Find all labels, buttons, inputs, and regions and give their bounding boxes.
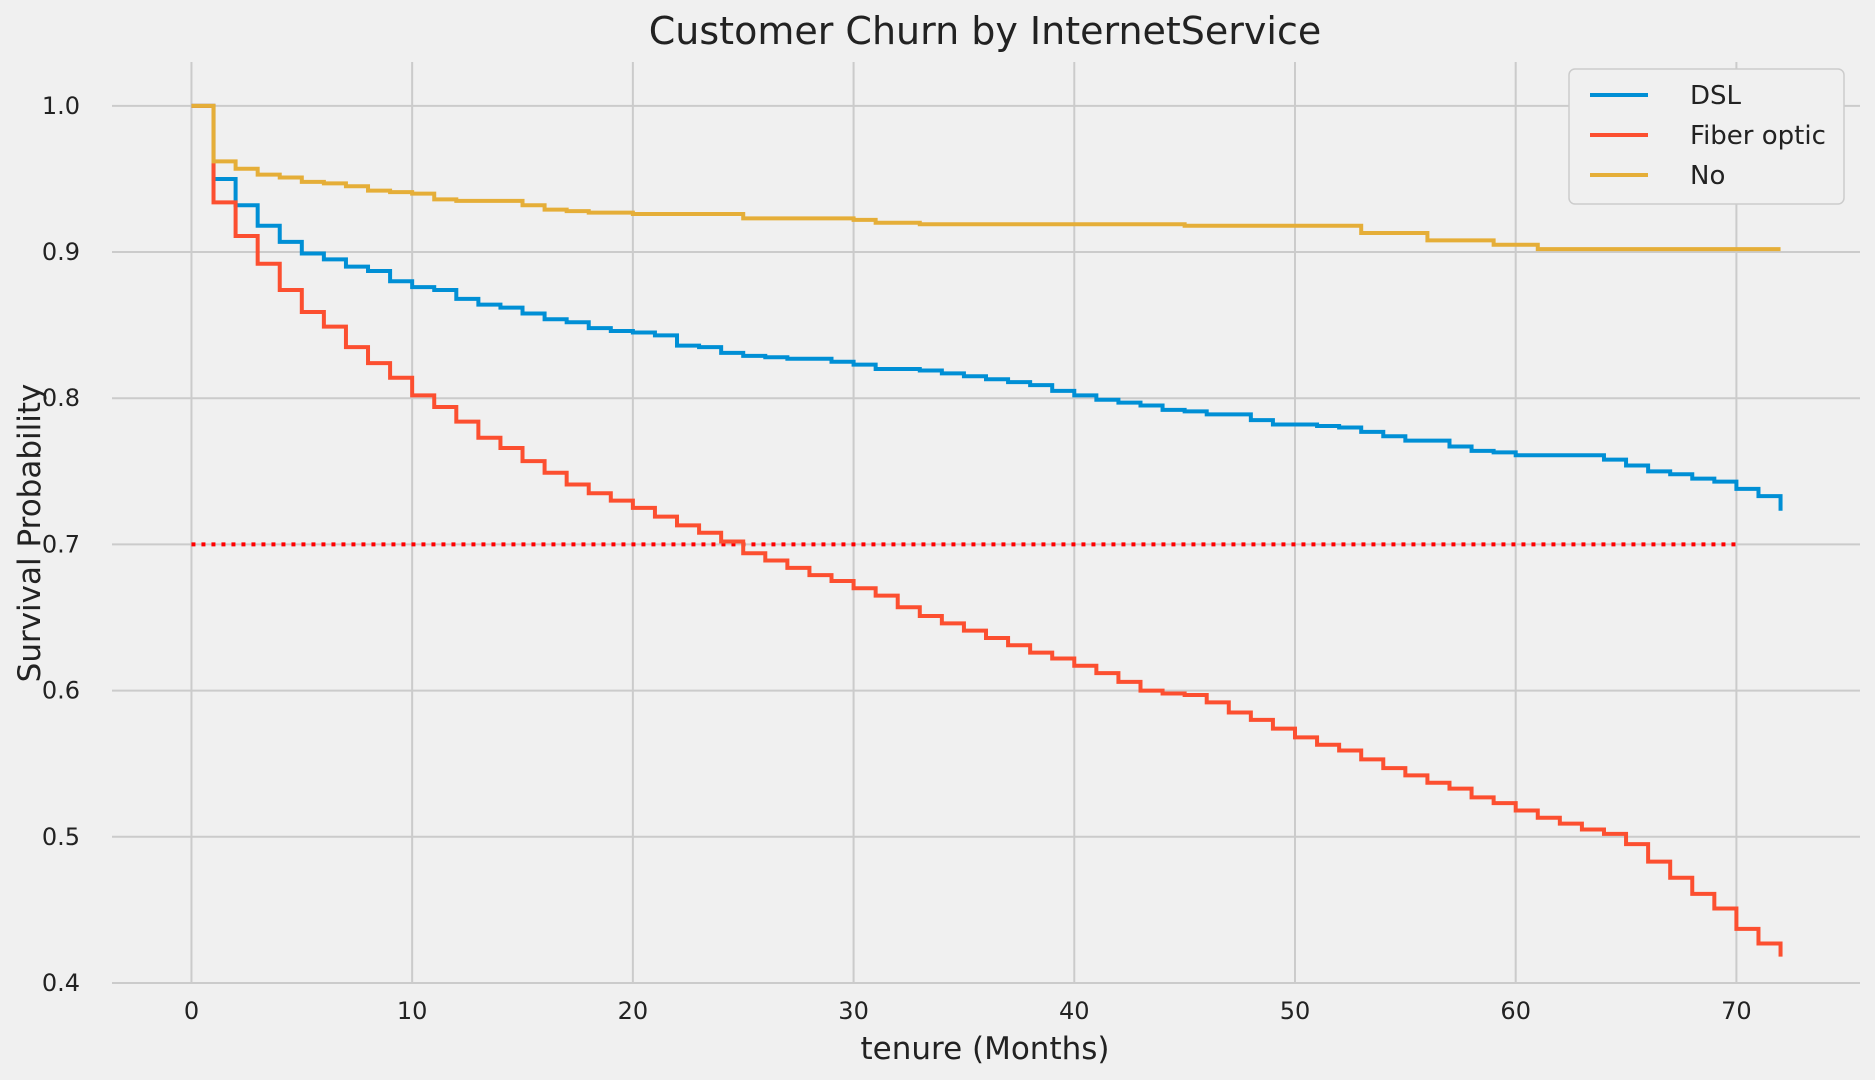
legend-box: [1568, 68, 1845, 205]
series-line-no: [191, 103, 1781, 252]
x-tick-labels: 0 10 20 30 40 50 60 70: [184, 997, 1752, 1025]
y-tick-label: 0.6: [42, 677, 80, 705]
x-tick-label: 10: [397, 997, 428, 1025]
chart-title: Customer Churn by InternetService: [649, 9, 1322, 53]
y-tick-labels: 0.4 0.5 0.6 0.7 0.8 0.9 1.0: [42, 92, 80, 997]
y-tick-label: 0.5: [42, 823, 80, 851]
y-tick-label: 0.4: [42, 969, 80, 997]
x-tick-label: 60: [1500, 997, 1531, 1025]
series-line-dsl: [191, 103, 1783, 511]
legend-label: Fiber optic: [1690, 121, 1826, 151]
x-tick-label: 70: [1721, 997, 1752, 1025]
x-tick-label: 20: [618, 997, 649, 1025]
y-tick-label: 1.0: [42, 92, 80, 120]
x-axis-label: tenure (Months): [860, 1031, 1109, 1067]
y-tick-label: 0.9: [42, 238, 80, 266]
legend-label: No: [1690, 161, 1725, 191]
x-tick-label: 50: [1280, 997, 1311, 1025]
series-layer: [191, 103, 1783, 957]
x-tick-label: 30: [838, 997, 869, 1025]
legend-label: DSL: [1690, 81, 1742, 111]
legend-items: DSL Fiber optic No: [1590, 81, 1826, 191]
x-tick-label: 0: [184, 997, 199, 1025]
y-tick-label: 0.7: [42, 530, 80, 558]
x-tick-label: 40: [1059, 997, 1090, 1025]
y-tick-label: 0.8: [42, 384, 80, 412]
legend: DSL Fiber optic No: [1568, 68, 1845, 205]
y-axis-label: Survival Probability: [12, 384, 48, 683]
series-line-fiber-optic: [191, 103, 1783, 957]
